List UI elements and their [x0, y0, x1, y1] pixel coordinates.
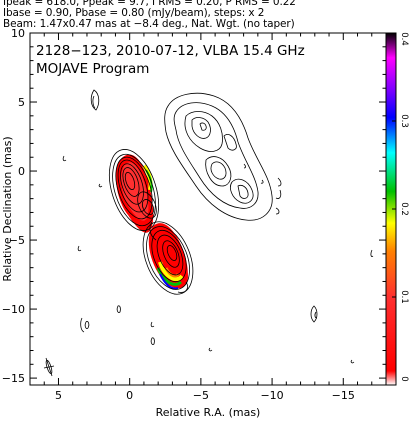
plot-frame [29, 32, 387, 386]
colorbar-tick-label: 0.4 [399, 32, 409, 46]
y-axis-label: Relative Declination (mas) [1, 136, 14, 281]
x-tick-label: 5 [55, 389, 62, 402]
axis-ticks: 5 0 −5 −10 −15 10 5 0 −5 −10 −15 [2, 27, 387, 402]
x-tick-label: −5 [193, 389, 209, 402]
noise-contours [62, 89, 374, 364]
header-line-3: Beam: 1.47x0.47 mas at −8.4 deg., Nat. W… [3, 18, 295, 30]
x-tick-label: −15 [332, 389, 355, 402]
y-tick-label: 5 [18, 96, 25, 109]
jet-contours [142, 221, 194, 295]
source-contours [43, 89, 374, 377]
y-tick-label: −10 [2, 303, 25, 316]
y-tick-label: 10 [11, 27, 25, 40]
x-tick-label: 0 [126, 389, 133, 402]
core-emission [115, 154, 154, 233]
colorbar-tick-label: 0 [399, 376, 409, 381]
y-tick-label: 0 [18, 165, 25, 178]
core-contours [108, 149, 160, 231]
colorbar-ticks: 0 0.1 0.2 0.3 0.4 [392, 32, 409, 386]
beam-symbol [43, 357, 55, 377]
y-tick-label: −15 [2, 372, 25, 385]
colorbar-tick-label: 0.3 [399, 114, 409, 128]
header-line-2: Ibase = 0.90, Pbase = 0.80 (mJy/beam), s… [3, 7, 265, 19]
header-line-1: Ipeak = 618.0, Ppeak = 9.7, I RMS = 0.20… [3, 0, 296, 8]
chart-title: 2128−123, 2010-07-12, VLBA 15.4 GHz [36, 43, 305, 59]
y-tick-label: −5 [9, 234, 25, 247]
chart-subtitle: MOJAVE Program [36, 61, 149, 77]
x-tick-label: −10 [260, 389, 283, 402]
colorbar-tick-label: 0.1 [399, 290, 409, 304]
extended-contours [164, 92, 273, 221]
colorbar-tick-label: 0.2 [399, 202, 409, 216]
x-axis-label: Relative R.A. (mas) [156, 406, 261, 419]
